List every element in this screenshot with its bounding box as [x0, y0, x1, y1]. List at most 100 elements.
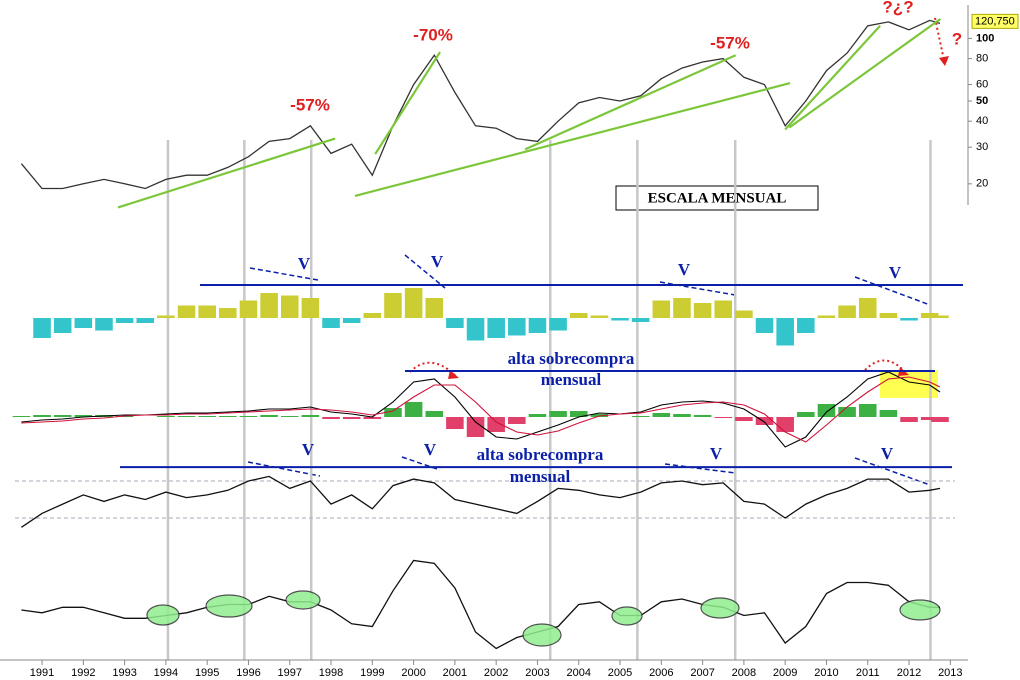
trend-line: [374, 51, 441, 155]
histogram-bar: [260, 415, 278, 417]
bar: [280, 295, 299, 318]
y-tick-label: 80: [976, 52, 988, 64]
histogram-bar: [508, 417, 526, 424]
annotation: V: [678, 260, 691, 279]
histogram-bar: [631, 416, 650, 417]
bar: [549, 318, 567, 331]
histogram-bar: [714, 417, 733, 418]
bar: [693, 303, 712, 318]
x-tick-label: 2003: [525, 667, 549, 679]
annotation: -57%: [710, 33, 750, 52]
y-tick-label: 30: [976, 141, 988, 153]
bar: [735, 310, 753, 318]
histogram-bar: [858, 404, 877, 417]
bar: [115, 318, 134, 323]
histogram-bar: [735, 417, 753, 421]
bar: [900, 318, 918, 321]
histogram-bar: [322, 417, 340, 419]
x-tick-label: 2006: [649, 667, 673, 679]
bar: [404, 288, 423, 318]
y-tick-label: 100: [976, 32, 994, 44]
x-tick-label: 2010: [814, 667, 838, 679]
bar: [342, 318, 361, 323]
histogram-bar: [342, 417, 361, 419]
histogram-bar: [53, 415, 72, 417]
bar: [569, 313, 588, 318]
y-tick-label: 50: [976, 95, 988, 107]
x-tick-label: 1993: [112, 667, 136, 679]
histogram-bar: [384, 408, 402, 417]
bar: [776, 318, 794, 346]
annotation: V: [302, 440, 315, 459]
histogram-bar: [425, 411, 444, 417]
ellipses: [146, 590, 941, 647]
bar: [487, 318, 505, 338]
x-tick-label: 1995: [195, 667, 219, 679]
bar: [446, 318, 464, 328]
histogram-bar: [219, 416, 237, 417]
histogram-bar: [920, 417, 939, 420]
annotation: V: [889, 263, 902, 282]
histogram-bar: [157, 416, 175, 417]
histogram-bar: [817, 404, 836, 417]
x-tick-label: 1998: [319, 667, 343, 679]
bar: [920, 313, 939, 318]
x-tick-label: 1996: [236, 667, 260, 679]
bar: [425, 298, 444, 318]
bar: [652, 300, 671, 318]
histogram-bar: [776, 417, 794, 432]
histogram-bar: [33, 415, 51, 417]
histogram-bar: [693, 415, 712, 417]
trend-line: [784, 25, 881, 131]
data-line: [20, 19, 941, 190]
annotation: -57%: [290, 95, 330, 114]
x-tick-label: 2004: [567, 667, 591, 679]
bar: [858, 298, 877, 318]
x-tick-label: 1994: [154, 667, 178, 679]
bar: [301, 298, 320, 318]
trend-line: [524, 54, 737, 151]
histogram-bar: [673, 414, 691, 417]
histogram-bar: [879, 410, 898, 417]
histogram-bar: [12, 416, 31, 417]
bar: [322, 318, 340, 328]
marks: 20 30 40 50 60 80 100 120,750 1991 1992 1993 1994 19…: [0, 13, 1019, 679]
bar: [879, 313, 898, 318]
histogram-bar: [446, 417, 464, 429]
bar: [177, 305, 196, 318]
histogram-bar: [404, 402, 423, 417]
bar: [797, 318, 815, 333]
highlight-box: [880, 370, 938, 398]
macd-line: [21, 376, 941, 443]
bar: [33, 318, 51, 338]
annotation: V: [424, 440, 437, 459]
bar: [528, 318, 547, 333]
annotation: mensual: [541, 370, 602, 389]
x-tick-label: 2012: [897, 667, 921, 679]
bar: [755, 318, 774, 333]
histogram-bar: [652, 413, 671, 417]
macd-line: [21, 371, 941, 448]
x-tick-label: 2000: [401, 667, 425, 679]
bar: [673, 298, 691, 318]
x-tick-label: 1997: [278, 667, 302, 679]
label-box: [615, 185, 819, 211]
histogram-bar: [528, 414, 547, 417]
x-tick-label: 2007: [690, 667, 714, 679]
data-line: [21, 475, 941, 528]
annotation: V: [881, 444, 894, 463]
trend-line: [117, 137, 336, 209]
bar: [817, 315, 836, 318]
bar: [466, 318, 485, 341]
histogram-bar: [569, 411, 588, 417]
histogram-bar: [900, 417, 918, 422]
bar: [157, 315, 175, 318]
x-tick-label: 2011: [856, 667, 880, 679]
histogram-bar: [280, 416, 299, 417]
last-price-box: [971, 13, 1019, 29]
annotation: ?¿?: [882, 0, 913, 16]
x-tick-label: 2013: [938, 667, 962, 679]
x-tick-label: 2002: [484, 667, 508, 679]
